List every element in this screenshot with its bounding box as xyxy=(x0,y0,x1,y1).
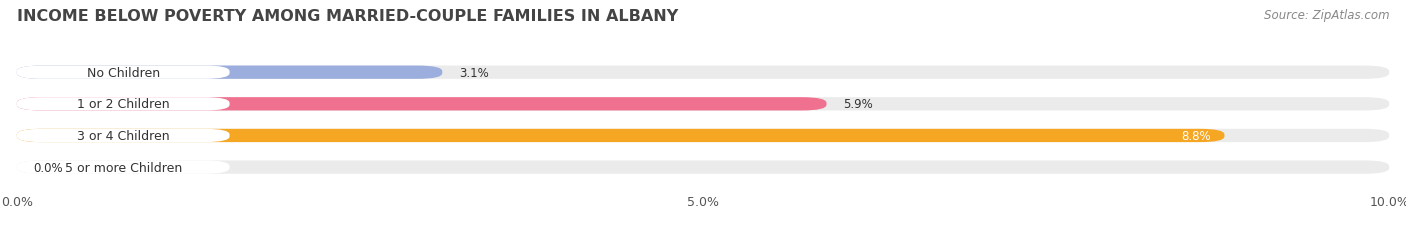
Text: 1 or 2 Children: 1 or 2 Children xyxy=(77,98,170,111)
Text: 5.9%: 5.9% xyxy=(844,98,873,111)
FancyBboxPatch shape xyxy=(17,66,443,79)
FancyBboxPatch shape xyxy=(17,66,1389,79)
FancyBboxPatch shape xyxy=(17,98,827,111)
FancyBboxPatch shape xyxy=(17,98,1389,111)
FancyBboxPatch shape xyxy=(17,66,229,79)
FancyBboxPatch shape xyxy=(17,161,229,174)
FancyBboxPatch shape xyxy=(17,161,1389,174)
Text: 5 or more Children: 5 or more Children xyxy=(65,161,181,174)
Text: 0.0%: 0.0% xyxy=(34,161,63,174)
FancyBboxPatch shape xyxy=(17,129,1389,143)
FancyBboxPatch shape xyxy=(17,129,1225,143)
Text: INCOME BELOW POVERTY AMONG MARRIED-COUPLE FAMILIES IN ALBANY: INCOME BELOW POVERTY AMONG MARRIED-COUPL… xyxy=(17,9,678,24)
Text: 3 or 4 Children: 3 or 4 Children xyxy=(77,129,170,142)
FancyBboxPatch shape xyxy=(17,129,229,143)
FancyBboxPatch shape xyxy=(17,98,229,111)
Text: Source: ZipAtlas.com: Source: ZipAtlas.com xyxy=(1264,9,1389,22)
Text: 8.8%: 8.8% xyxy=(1181,129,1211,142)
Text: No Children: No Children xyxy=(87,66,160,79)
Text: 3.1%: 3.1% xyxy=(458,66,488,79)
